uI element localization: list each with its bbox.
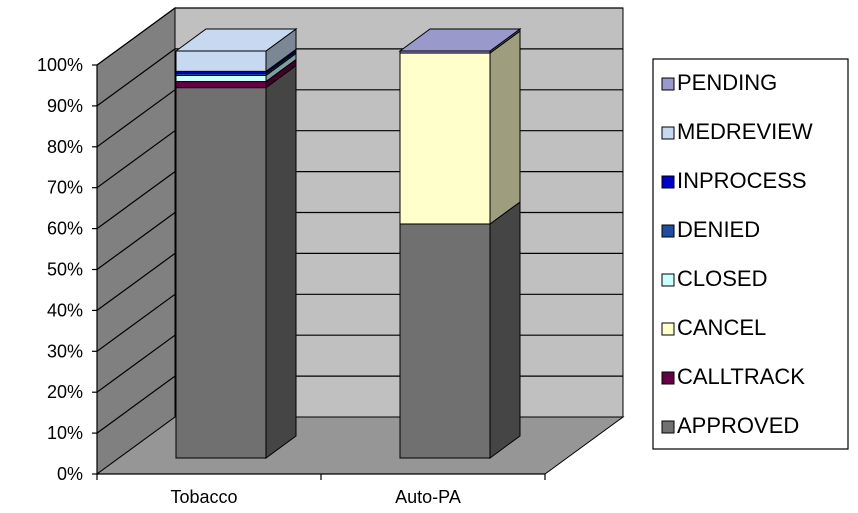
bar-segment-APPROVED bbox=[399, 200, 521, 459]
legend-swatch bbox=[661, 175, 675, 189]
legend-label: INPROCESS bbox=[677, 168, 807, 193]
x-axis-category-labels: Tobacco Auto-PA bbox=[170, 487, 460, 507]
bar-front-face bbox=[175, 50, 267, 72]
y-tick-label: 70% bbox=[47, 178, 83, 198]
bar-front-face bbox=[175, 81, 267, 89]
legend-label: PENDING bbox=[677, 70, 777, 95]
bar-top-face bbox=[174, 28, 298, 52]
legend-label: APPROVED bbox=[677, 413, 799, 438]
y-tick-label: 10% bbox=[47, 423, 83, 443]
legend-item-pending: PENDING bbox=[661, 70, 777, 95]
y-tick-label: 20% bbox=[47, 382, 83, 402]
bar-segment-CANCEL bbox=[399, 30, 521, 225]
bar-front-face bbox=[399, 52, 491, 225]
y-tick-label: 90% bbox=[47, 96, 83, 116]
legend-item-medreview: MEDREVIEW bbox=[661, 119, 813, 144]
bar-stack-Tobacco bbox=[174, 28, 298, 459]
legend-item-calltrack: CALLTRACK bbox=[661, 364, 805, 389]
y-tick-label: 40% bbox=[47, 300, 83, 320]
bar-front-face bbox=[175, 87, 267, 459]
y-tick-label: 60% bbox=[47, 219, 83, 239]
legend-item-closed: CLOSED bbox=[661, 266, 767, 291]
legend-swatch bbox=[661, 224, 675, 238]
legend-box bbox=[652, 58, 849, 450]
bars bbox=[174, 28, 522, 459]
legend-item-cancel: CANCEL bbox=[661, 315, 766, 340]
bar-side-face bbox=[489, 200, 521, 459]
bar-top-face bbox=[398, 28, 522, 52]
x-category-label: Auto-PA bbox=[395, 487, 461, 507]
bar-segment-MEDREVIEW bbox=[175, 28, 297, 73]
legend-swatch bbox=[661, 322, 675, 336]
legend-swatch bbox=[661, 126, 675, 140]
legend-label: CANCEL bbox=[677, 315, 766, 340]
bar-side-face bbox=[489, 30, 521, 225]
legend-label: MEDREVIEW bbox=[677, 119, 813, 144]
y-tick-label: 100% bbox=[37, 55, 83, 75]
legend-item-approved: APPROVED bbox=[661, 413, 799, 438]
y-axis-tick-labels: 0% 10% 20% 30% 40% 50% 60% 70% 80% 90% 100% bbox=[37, 55, 83, 484]
y-tick-label: 80% bbox=[47, 137, 83, 157]
legend-label: CALLTRACK bbox=[677, 364, 805, 389]
legend: PENDING MEDREVIEW INPROCESS DENIED CLOSED CAN… bbox=[652, 58, 849, 450]
bar-stack-Auto-PA bbox=[398, 28, 522, 459]
gridline-100% bbox=[96, 7, 623, 66]
axes bbox=[92, 64, 546, 480]
legend-label: DENIED bbox=[677, 217, 760, 242]
legend-label: CLOSED bbox=[677, 266, 767, 291]
y-tick-label: 0% bbox=[57, 464, 83, 484]
bar-front-face bbox=[175, 74, 267, 83]
legend-swatch bbox=[661, 77, 675, 91]
bar-front-face bbox=[399, 223, 491, 459]
bar-segment-APPROVED bbox=[175, 64, 297, 459]
x-category-label: Tobacco bbox=[170, 487, 237, 507]
bar-side-face bbox=[265, 64, 297, 459]
legend-item-inprocess: INPROCESS bbox=[661, 168, 807, 193]
legend-swatch bbox=[661, 371, 675, 385]
legend-swatch bbox=[661, 273, 675, 287]
legend-item-denied: DENIED bbox=[661, 217, 760, 242]
y-tick-label: 50% bbox=[47, 260, 83, 280]
y-tick-label: 30% bbox=[47, 341, 83, 361]
legend-swatch bbox=[661, 420, 675, 434]
